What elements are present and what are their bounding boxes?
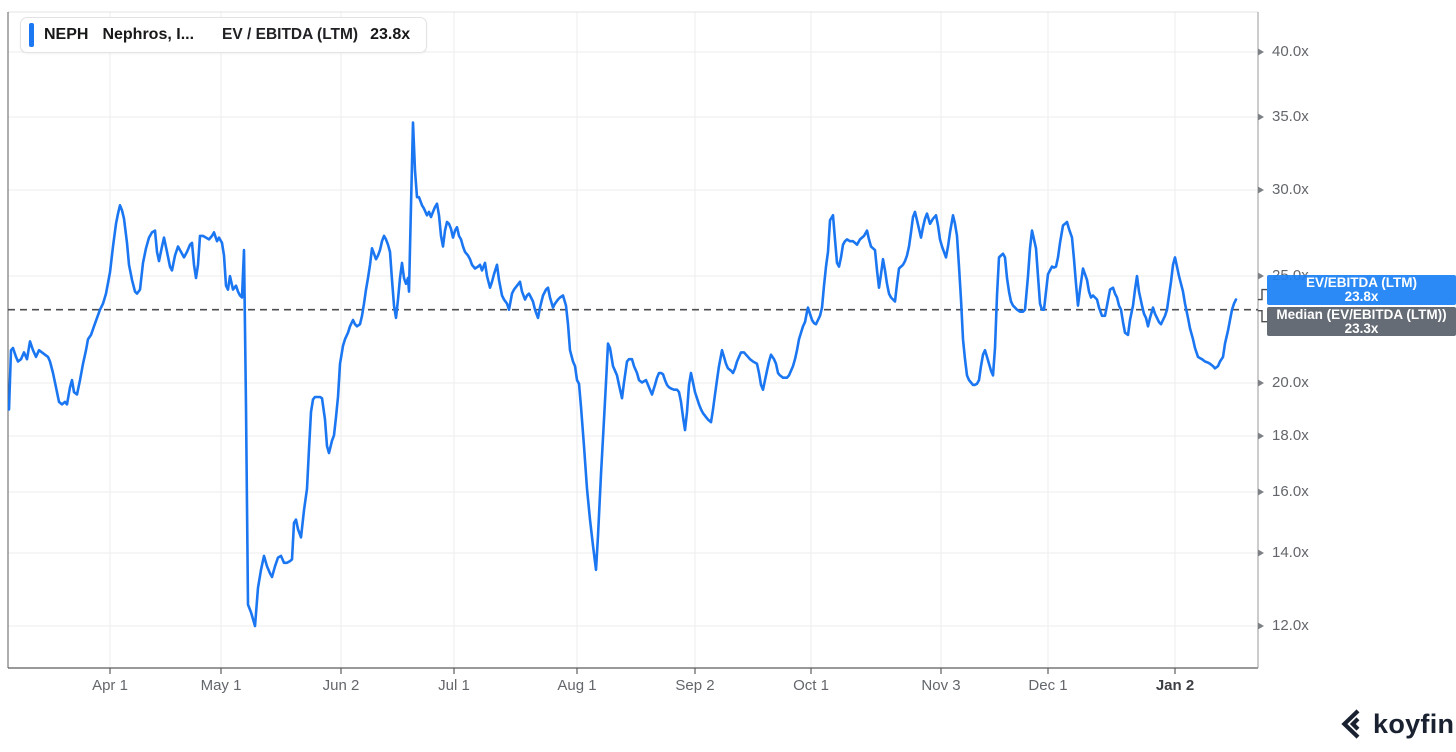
y-axis-label: 16.0x	[1272, 483, 1309, 500]
legend-company-name: Nephros, I...	[102, 26, 195, 43]
y-axis-tick-arrow-icon	[1258, 488, 1264, 496]
y-axis-label: 12.0x	[1272, 617, 1309, 634]
x-axis-label: May 1	[200, 677, 242, 694]
koyfin-watermark: koyfin	[1334, 707, 1454, 741]
koyfin-logo-icon	[1341, 709, 1360, 739]
legend-ticker: NEPH	[44, 26, 89, 43]
x-axis-label: Jan 2	[1155, 677, 1195, 694]
current-flag-connector	[1258, 288, 1267, 301]
median-value-flag-title: Median (EV/EBITDA (LTM))	[1276, 306, 1447, 322]
x-axis-label: Oct 1	[793, 677, 829, 694]
median-flag-connector	[1258, 309, 1267, 323]
legend-current-value: 23.8x	[370, 26, 411, 43]
y-axis-label: 40.0x	[1272, 43, 1309, 60]
y-axis-tick-arrow-icon	[1258, 379, 1264, 387]
median-value-flag-value: 23.3x	[1344, 320, 1379, 336]
y-axis-tick-arrow-icon	[1258, 432, 1264, 440]
y-axis-tick-arrow-icon	[1258, 113, 1264, 121]
y-axis-tick-arrow-icon	[1258, 272, 1264, 280]
x-axis-label: Aug 1	[557, 677, 597, 694]
y-axis-tick-arrow-icon	[1258, 549, 1264, 557]
median-value-flag: Median (EV/EBITDA (LTM)) 23.3x	[1267, 307, 1456, 336]
x-axis-label: Jun 2	[322, 677, 360, 694]
y-axis-label: 35.0x	[1272, 108, 1309, 125]
x-axis-label: Apr 1	[92, 677, 128, 694]
x-axis-label: Dec 1	[1028, 677, 1068, 694]
x-axis-label: Nov 3	[921, 677, 961, 694]
legend-metric-name: EV / EBITDA (LTM)	[222, 26, 359, 43]
y-axis-label: 20.0x	[1272, 374, 1309, 391]
current-value-flag-value: 23.8x	[1344, 289, 1379, 304]
y-axis-tick-arrow-icon	[1258, 622, 1264, 630]
y-axis-label: 18.0x	[1272, 427, 1309, 444]
current-value-flag-title: EV/EBITDA (LTM)	[1306, 275, 1417, 290]
current-value-flag: EV/EBITDA (LTM) 23.8x	[1267, 275, 1456, 305]
x-axis-label: Jul 1	[438, 677, 470, 694]
series-color-bar-icon	[29, 23, 34, 47]
price-series-line[interactable]	[7, 121, 1238, 628]
y-axis-tick-arrow-icon	[1258, 48, 1264, 56]
y-axis-tick-arrow-icon	[1258, 186, 1264, 194]
series-legend-chip[interactable]: NEPH Nephros, I... EV / EBITDA (LTM) 23.…	[20, 17, 428, 53]
y-axis-label: 14.0x	[1272, 544, 1309, 561]
x-axis-label: Sep 2	[675, 677, 715, 694]
y-axis-label: 30.0x	[1272, 181, 1309, 198]
koyfin-logo-text: koyfin	[1373, 708, 1455, 739]
